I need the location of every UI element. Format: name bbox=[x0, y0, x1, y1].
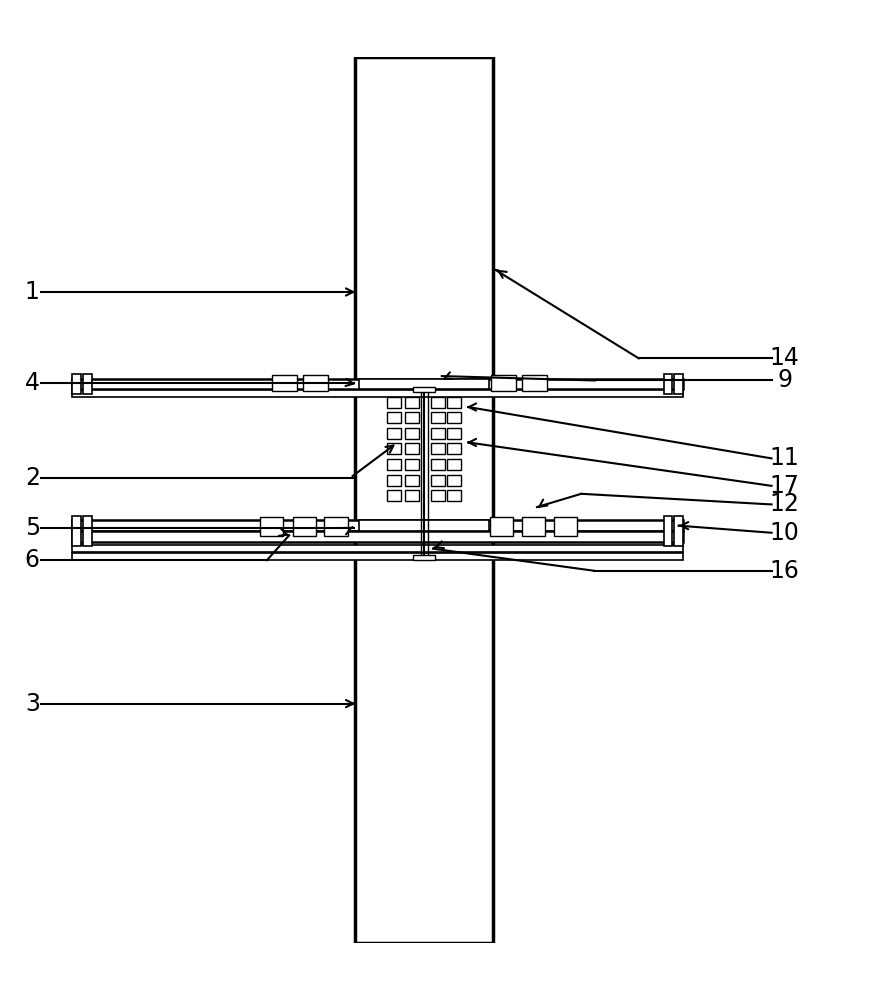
Text: 9: 9 bbox=[777, 368, 792, 392]
Text: 2: 2 bbox=[25, 466, 40, 490]
Bar bbox=[432, 490, 445, 501]
Bar bbox=[303, 375, 328, 391]
Bar bbox=[260, 517, 283, 536]
Bar bbox=[405, 412, 419, 423]
Bar bbox=[355, 57, 493, 943]
Bar bbox=[387, 443, 401, 454]
Bar bbox=[72, 516, 81, 546]
Bar bbox=[432, 443, 445, 454]
Bar bbox=[491, 375, 516, 391]
Bar bbox=[387, 397, 401, 408]
Bar bbox=[405, 443, 419, 454]
Bar bbox=[72, 374, 81, 394]
Bar bbox=[359, 379, 489, 389]
Bar bbox=[72, 545, 683, 552]
Bar bbox=[663, 374, 672, 394]
Bar bbox=[405, 475, 419, 486]
Bar bbox=[522, 517, 545, 536]
Bar bbox=[414, 387, 435, 392]
Bar bbox=[405, 490, 419, 501]
Bar bbox=[447, 428, 461, 439]
Bar bbox=[72, 531, 683, 542]
Bar bbox=[447, 475, 461, 486]
Text: 16: 16 bbox=[770, 559, 800, 583]
Bar bbox=[83, 516, 91, 546]
Bar bbox=[72, 390, 683, 397]
Text: 5: 5 bbox=[25, 516, 40, 540]
Bar bbox=[663, 516, 672, 546]
Bar bbox=[432, 428, 445, 439]
Bar bbox=[72, 520, 683, 531]
Text: 14: 14 bbox=[770, 346, 800, 370]
Text: 3: 3 bbox=[25, 692, 40, 716]
Bar bbox=[522, 375, 547, 391]
Bar bbox=[387, 412, 401, 423]
Bar bbox=[293, 517, 315, 536]
Bar bbox=[432, 412, 445, 423]
Bar bbox=[405, 459, 419, 470]
Bar bbox=[554, 517, 577, 536]
Text: 10: 10 bbox=[770, 521, 800, 545]
Text: 17: 17 bbox=[770, 474, 800, 498]
Bar bbox=[359, 520, 489, 531]
Bar bbox=[72, 553, 683, 560]
Bar bbox=[447, 490, 461, 501]
Bar bbox=[490, 517, 513, 536]
Bar bbox=[414, 555, 435, 560]
Bar bbox=[273, 375, 297, 391]
Bar bbox=[447, 412, 461, 423]
Text: 6: 6 bbox=[25, 548, 40, 572]
Bar bbox=[72, 379, 683, 389]
Bar bbox=[83, 374, 91, 394]
Bar bbox=[405, 397, 419, 408]
Bar bbox=[674, 516, 683, 546]
Text: 4: 4 bbox=[25, 371, 40, 395]
Bar bbox=[387, 475, 401, 486]
Bar bbox=[674, 374, 683, 394]
Bar bbox=[387, 428, 401, 439]
Bar bbox=[447, 443, 461, 454]
Bar bbox=[432, 459, 445, 470]
Bar bbox=[387, 490, 401, 501]
Bar bbox=[447, 397, 461, 408]
Text: 11: 11 bbox=[770, 446, 800, 470]
Bar bbox=[432, 475, 445, 486]
Text: 1: 1 bbox=[25, 280, 40, 304]
Text: 12: 12 bbox=[770, 492, 800, 516]
Bar bbox=[324, 517, 347, 536]
Bar bbox=[405, 428, 419, 439]
Bar bbox=[432, 397, 445, 408]
Bar bbox=[447, 459, 461, 470]
Bar bbox=[387, 459, 401, 470]
